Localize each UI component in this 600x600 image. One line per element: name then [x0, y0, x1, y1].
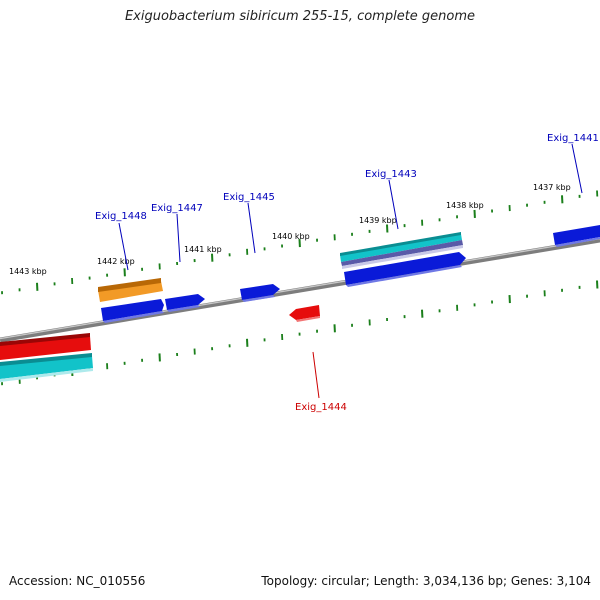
inner-scale-track [1, 280, 599, 386]
gene-label-exig-1445[interactable]: Exig_1445 [223, 192, 275, 203]
gene-label-exig-1444[interactable]: Exig_1444 [295, 402, 347, 413]
gene-exig-1441[interactable] [553, 225, 600, 247]
leader-line-exig-1447 [176, 213, 181, 263]
leader-line-exig-1443 [388, 179, 399, 230]
gene-exig-1442[interactable] [344, 252, 466, 287]
kbp-label-1441: 1441 kbp [184, 245, 222, 254]
gene-exig-1445[interactable] [240, 284, 280, 302]
gene-label-exig-1448[interactable]: Exig_1448 [95, 211, 147, 222]
kbp-label-1439: 1439 kbp [359, 216, 397, 225]
genome-backbone [0, 237, 600, 343]
kbp-label-1438: 1438 kbp [446, 201, 484, 210]
gene-label-exig-1447[interactable]: Exig_1447 [151, 203, 203, 214]
accession-text: Accession: NC_010556 [9, 574, 146, 588]
gene-label-exig-1441[interactable]: Exig_1441 [547, 133, 599, 144]
outer-scale-track [1, 190, 599, 295]
map-title: Exiguobacterium sibiricum 255-15, comple… [124, 9, 476, 24]
gene-orange-1448[interactable] [98, 278, 163, 302]
leader-line-exig-1441 [571, 143, 583, 194]
genome-backbone-highlight [0, 237, 600, 340]
kbp-label-1443: 1443 kbp [9, 267, 47, 276]
gene-exig-1444[interactable] [289, 305, 320, 322]
genome-summary-text: Topology: circular; Length: 3,034,136 bp… [261, 574, 591, 588]
leader-line-exig-1445 [247, 202, 256, 254]
kbp-label-1437: 1437 kbp [533, 183, 571, 192]
kbp-label-1442: 1442 kbp [97, 257, 135, 266]
leader-line-exig-1444 [312, 351, 320, 399]
gene-cyan-left[interactable] [0, 353, 93, 382]
kbp-label-1440: 1440 kbp [272, 232, 310, 241]
gene-exig-1447[interactable] [165, 294, 205, 312]
gene-exig-1443[interactable] [340, 232, 463, 269]
gene-label-exig-1443[interactable]: Exig_1443 [365, 169, 417, 180]
gene-exig-1448[interactable] [101, 299, 164, 323]
gene-red-left[interactable] [0, 333, 91, 360]
leader-line-exig-1448 [118, 222, 129, 271]
